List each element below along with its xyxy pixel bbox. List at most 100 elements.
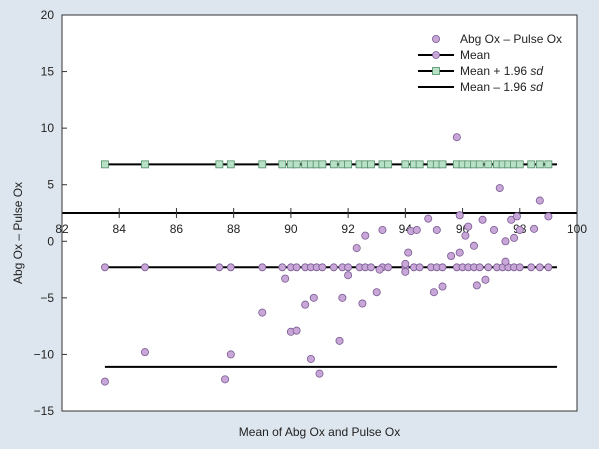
legend: Abg Ox – Pulse Ox Mean Mean + 1.96 sd Mean … [418, 32, 562, 94]
data-point [315, 369, 324, 378]
upper-limit-marker [215, 160, 224, 169]
x-tick-label: 82 [55, 222, 69, 236]
data-point [335, 336, 344, 345]
mean-marker [527, 263, 536, 272]
legend-label-mean: Mean [460, 48, 490, 62]
mean-marker [292, 263, 301, 272]
data-point [481, 275, 490, 284]
upper-limit-marker [475, 160, 484, 169]
data-point [461, 231, 470, 240]
data-point [301, 300, 310, 309]
data-point [344, 271, 353, 280]
upper-limit-marker [384, 160, 393, 169]
data-point [401, 259, 410, 268]
upper-limit-marker [544, 160, 553, 169]
mean-marker [141, 263, 149, 272]
upper-limit-marker [415, 160, 424, 169]
data-point [338, 293, 347, 302]
data-point [469, 241, 478, 250]
data-point [378, 225, 387, 234]
legend-upper-symbol [432, 67, 440, 75]
data-point [478, 215, 487, 224]
data-point [530, 224, 539, 233]
data-point [226, 350, 235, 359]
x-axis-title: Mean of Abg Ox and Pulse Ox [239, 425, 400, 439]
data-point [221, 375, 230, 384]
x-tick-label: 100 [567, 222, 587, 236]
data-point [140, 348, 149, 357]
data-point [404, 248, 413, 257]
data-point [412, 225, 421, 234]
data-point [507, 215, 516, 224]
upper-limit-marker [101, 160, 109, 169]
x-tick-label: 92 [341, 222, 355, 236]
mean-marker [367, 263, 375, 272]
y-tick-label: 20 [41, 8, 55, 22]
upper-limit-marker [329, 160, 338, 169]
data-point [424, 214, 433, 223]
mean-marker [318, 263, 327, 272]
mean-marker [329, 263, 338, 272]
legend-mean-symbol [432, 51, 440, 59]
upper-limit-marker [258, 160, 267, 169]
mean-marker [258, 263, 267, 272]
mean-marker [215, 263, 224, 272]
upper-limit-marker [141, 160, 149, 169]
y-tick-label: −10 [34, 347, 55, 361]
data-point [372, 288, 381, 297]
mean-marker [484, 263, 493, 272]
mean-marker [475, 263, 484, 272]
mean-marker [544, 263, 553, 272]
upper-limit-marker [527, 160, 536, 169]
y-tick-label: −15 [34, 404, 55, 418]
upper-limit-marker [318, 160, 327, 169]
y-axis-title: Abg Ox – Pulse Ox [11, 182, 25, 284]
data-point [455, 211, 464, 220]
y-tick-label: −5 [40, 291, 54, 305]
data-point [432, 225, 441, 234]
data-point [535, 196, 544, 205]
data-point [438, 282, 447, 291]
upper-limit-marker [515, 160, 524, 169]
data-point [100, 377, 109, 386]
mean-marker [101, 263, 109, 272]
upper-limit-marker [278, 160, 287, 169]
mean-marker [384, 263, 393, 272]
data-point [490, 225, 499, 234]
x-tick-label: 90 [284, 222, 298, 236]
data-point [401, 267, 410, 276]
mean-marker [515, 263, 524, 272]
upper-limit-marker [484, 160, 493, 169]
data-point [447, 251, 456, 260]
data-point [495, 184, 504, 193]
mean-marker [438, 263, 447, 272]
data-point [455, 248, 464, 257]
data-point [375, 265, 384, 274]
data-point [512, 212, 521, 221]
y-tick-label: 5 [47, 178, 54, 192]
x-tick-label: 88 [227, 222, 241, 236]
data-point [472, 281, 481, 290]
x-tick-label: 86 [170, 222, 184, 236]
data-point [515, 225, 524, 234]
upper-limit-marker [367, 160, 375, 169]
legend-label-lower: Mean – 1.96 sd [460, 80, 543, 94]
data-point [352, 244, 361, 253]
legend-label-scatter: Abg Ox – Pulse Ox [460, 32, 562, 46]
upper-limit-marker [292, 160, 301, 169]
mean-marker [226, 263, 235, 272]
mean-marker [344, 263, 353, 272]
data-point [358, 299, 367, 308]
legend-label-upper: Mean + 1.96 sd [460, 64, 543, 78]
data-point [292, 326, 301, 335]
mean-marker [535, 263, 544, 272]
data-point [544, 212, 553, 221]
upper-limit-marker [401, 160, 410, 169]
data-point [429, 288, 438, 297]
data-point [281, 274, 290, 283]
data-point [258, 308, 267, 317]
upper-limit-marker [226, 160, 235, 169]
data-point [452, 133, 461, 142]
legend-scatter-symbol [431, 35, 440, 44]
